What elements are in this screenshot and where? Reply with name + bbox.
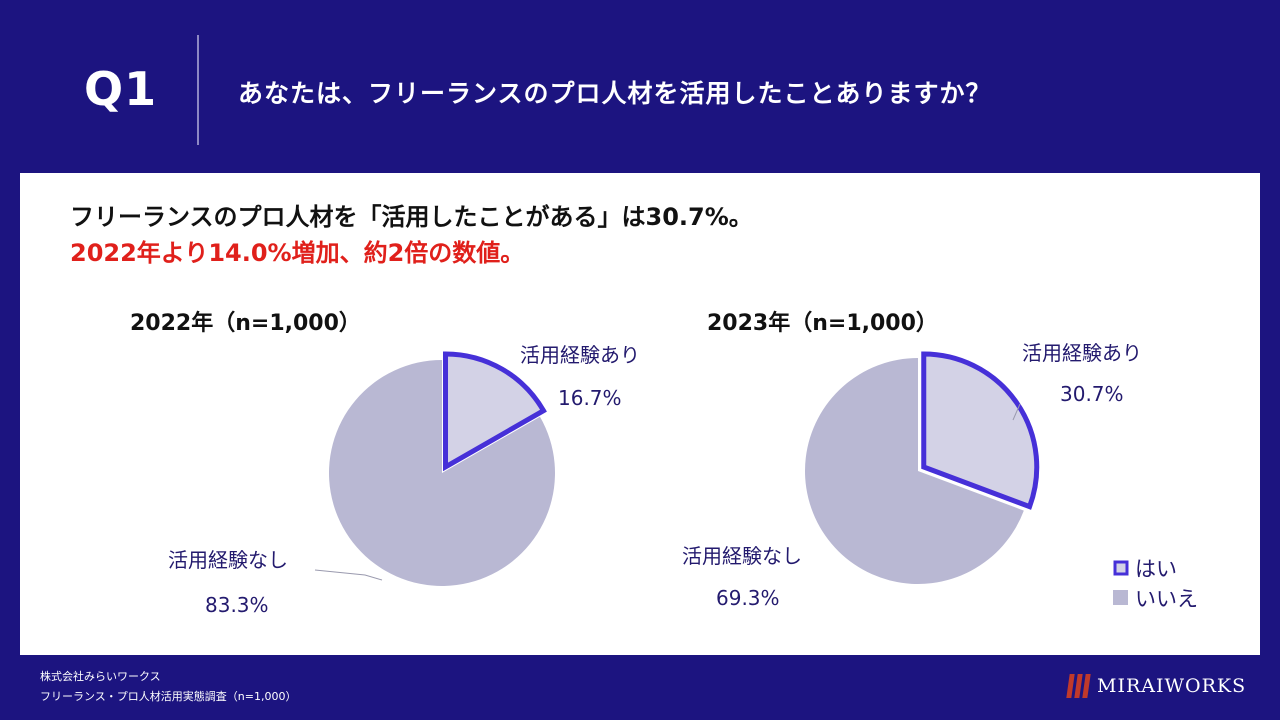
pie-chart-2023: 2023年（n=1,000） 活用経験あり 30.7% 活用経験なし 69.3% [682,310,1142,610]
company-logo: MIRAIWORKS [1066,674,1247,698]
chart-title: 2023年（n=1,000） [707,310,938,336]
pie-slice-yes [921,351,1040,510]
question-number: Q1 [84,62,158,116]
leader-line [314,569,383,581]
data-label-no-name: 活用経験なし [682,544,802,568]
content-panel [20,173,1260,655]
data-label-no-value: 69.3% [716,586,780,610]
pie-slice-no [329,360,556,586]
data-label-yes-name: 活用経験あり [1022,341,1142,365]
logo-mark-icon [1066,674,1091,698]
header-divider [197,35,199,145]
data-label-yes-name: 活用経験あり [520,343,640,367]
pie-slice-no [805,357,1024,584]
summary-highlight: 2022年より14.0%増加、約2倍の数値。 [70,239,525,267]
legend-swatch-no [1113,590,1128,605]
pie-slice-yes [443,351,547,472]
legend-swatch-yes [1113,560,1129,576]
legend-label-yes: はい [1135,557,1177,581]
chart-title: 2022年（n=1,000） [130,310,361,336]
summary-headline: フリーランスのプロ人材を「活用したことがある」は30.7%。 [70,203,753,231]
pie-chart-2022: 2022年（n=1,000） 活用経験あり 16.7% 活用経験なし 83.3% [130,310,640,617]
data-label-yes-value: 16.7% [558,386,622,410]
logo-text: MIRAIWORKS [1097,675,1247,697]
question-text: あなたは、フリーランスのプロ人材を活用したことありますか？ [238,79,992,108]
leader-line [1012,403,1021,421]
data-label-no-name: 活用経験なし [168,548,288,572]
legend-label-no: いいえ [1135,587,1198,611]
footer-company: 株式会社みらいワークス [40,670,161,683]
footer-source: フリーランス・プロ人材活用実態調査（n=1,000） [40,690,297,703]
data-label-yes-value: 30.7% [1060,382,1124,406]
data-label-no-value: 83.3% [205,593,269,617]
